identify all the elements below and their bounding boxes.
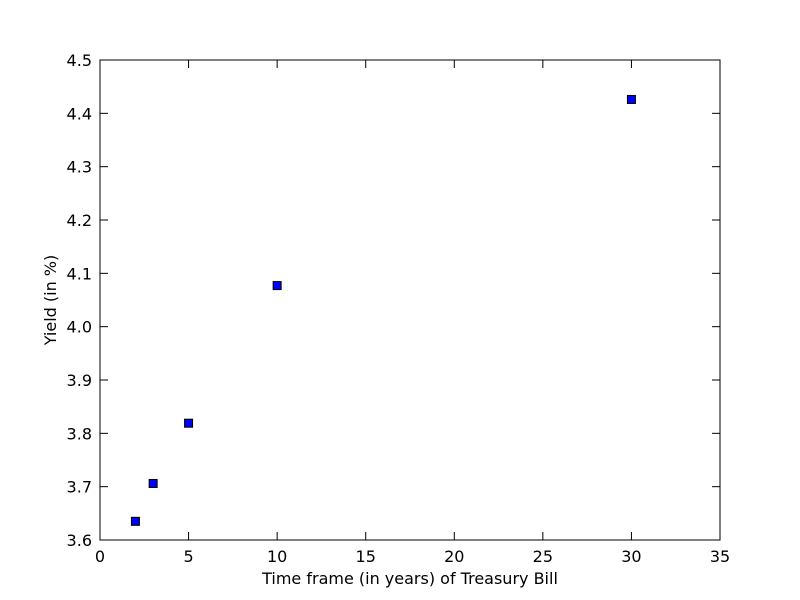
y-tick-label: 4.2 bbox=[67, 211, 92, 230]
y-tick-label: 3.8 bbox=[67, 424, 92, 443]
x-tick-label: 35 bbox=[710, 547, 730, 566]
data-point-marker bbox=[130, 516, 140, 526]
y-axis-label: Yield (in %) bbox=[41, 255, 60, 347]
data-points bbox=[130, 94, 636, 526]
y-tick-label: 4.4 bbox=[67, 104, 92, 123]
data-point-marker bbox=[626, 94, 636, 104]
x-tick-label: 20 bbox=[444, 547, 464, 566]
x-tick-label: 25 bbox=[533, 547, 553, 566]
data-point-marker bbox=[184, 418, 194, 428]
data-point-marker bbox=[148, 478, 158, 488]
y-tick-label: 4.1 bbox=[67, 264, 92, 283]
y-tick-label: 4.5 bbox=[67, 51, 92, 70]
x-tick-label: 0 bbox=[95, 547, 105, 566]
y-tick-label: 4.3 bbox=[67, 158, 92, 177]
x-tick-label: 15 bbox=[356, 547, 376, 566]
x-axis-label: Time frame (in years) of Treasury Bill bbox=[261, 569, 558, 588]
y-tick-label: 3.7 bbox=[67, 478, 92, 497]
y-tick-label: 3.9 bbox=[67, 371, 92, 390]
tick-labels: 0 5 10 15 20 25 30 35 3.6 3.7 3.8 3.9 4.0 4.1 4.2 4.3 4.… bbox=[67, 51, 731, 566]
x-tick-label: 10 bbox=[267, 547, 287, 566]
data-point-marker bbox=[272, 281, 282, 291]
plot-area-frame bbox=[99, 59, 721, 541]
x-tick-label: 30 bbox=[621, 547, 641, 566]
y-tick-label: 3.6 bbox=[67, 531, 92, 550]
x-tick-label: 5 bbox=[183, 547, 193, 566]
y-tick-label: 4.0 bbox=[67, 318, 92, 337]
